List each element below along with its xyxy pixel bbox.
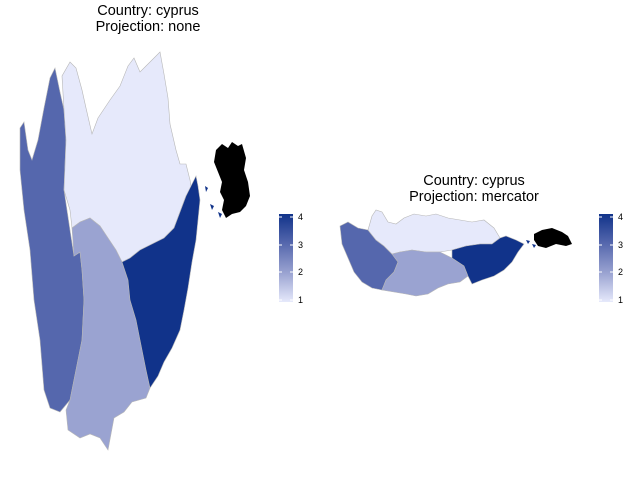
islet — [210, 204, 214, 210]
region-no-data — [534, 228, 572, 248]
legend-tick-label: 3 — [618, 240, 623, 250]
islet — [218, 212, 222, 218]
choropleth-map-mercator: 4 3 2 1 — [339, 209, 623, 305]
map-title-projection: Projection: mercator — [409, 189, 539, 205]
legend-tick-label: 2 — [618, 267, 623, 277]
islet — [532, 244, 536, 248]
legend-tick-label: 1 — [298, 295, 303, 305]
region-south-central — [381, 249, 469, 297]
legend-tick-label: 4 — [618, 212, 623, 222]
islet — [205, 186, 208, 192]
region-east — [451, 235, 525, 285]
region-no-data — [214, 142, 250, 218]
map-title: Country: cyprus Projection: none — [0, 3, 308, 35]
choropleth-map-none: 4 3 2 1 — [19, 51, 303, 451]
islet — [526, 240, 530, 244]
map-title-projection: Projection: none — [95, 19, 201, 35]
map-title-country: Country: cyprus — [423, 173, 525, 189]
legend-tick-label: 3 — [298, 240, 303, 250]
map-panel-mercator: Country: cyprus Projection: mercator — [320, 0, 640, 480]
legend-tick-label: 1 — [618, 295, 623, 305]
map-panel-none: Country: cyprus Projection: none — [0, 3, 308, 451]
map-title-country: Country: cyprus — [97, 3, 199, 19]
legend-colorbar: 4 3 2 1 — [279, 212, 303, 305]
region-east — [121, 175, 201, 389]
legend-tick-label: 2 — [298, 267, 303, 277]
map-title: Country: cyprus Projection: mercator — [314, 173, 634, 205]
legend-tick-label: 4 — [298, 212, 303, 222]
legend-colorbar: 4 3 2 1 — [599, 212, 623, 305]
region-south-central — [65, 217, 151, 451]
